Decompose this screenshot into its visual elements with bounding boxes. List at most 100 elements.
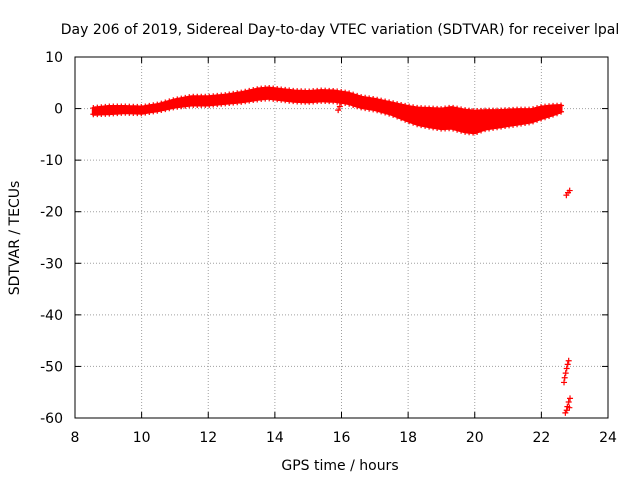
axis-ticks: 8 10 12 14 16 18 20 22 24 -60 -50 -40 -30 -20 -10 0 10 [40, 50, 617, 446]
tail-point [564, 361, 571, 368]
data-point [506, 122, 513, 129]
data-point [494, 124, 501, 131]
data-point [546, 112, 553, 119]
x-tick-label: 20 [466, 430, 484, 446]
y-tick-label: -20 [40, 205, 63, 221]
data-point [406, 118, 413, 125]
data-point [238, 89, 245, 96]
data-point [150, 108, 157, 115]
data-point [342, 99, 349, 106]
data-point [366, 95, 373, 102]
data-point [342, 89, 349, 96]
x-tick-label: 8 [71, 430, 80, 446]
data-point [370, 106, 377, 113]
data-point [470, 129, 477, 136]
data-point [350, 101, 357, 108]
data-point [170, 97, 177, 104]
data-point [374, 96, 381, 103]
data-point [334, 98, 341, 105]
y-tick-label: -50 [40, 359, 63, 375]
data-point [234, 90, 241, 97]
data-point [242, 98, 249, 105]
data-point [146, 109, 153, 116]
data-point [502, 123, 509, 130]
data-point [394, 113, 401, 120]
outlier-point [335, 107, 342, 114]
data-point [418, 122, 425, 129]
data-point [346, 100, 353, 107]
data-point [246, 97, 253, 104]
data-point [338, 89, 345, 96]
data-point [154, 101, 161, 108]
data-point [482, 126, 489, 133]
x-axis-label: GPS time / hours [281, 458, 398, 474]
y-tick-label: -10 [40, 153, 63, 169]
data-point [354, 92, 361, 99]
data-point [458, 106, 465, 113]
data-point [150, 102, 157, 109]
data-point [522, 119, 529, 126]
data-point [378, 97, 385, 104]
tail-point [567, 395, 574, 402]
data-point [358, 94, 365, 101]
data-point [154, 107, 161, 114]
x-tick-label: 24 [599, 430, 617, 446]
tail-point [562, 370, 569, 377]
data-point [158, 100, 165, 107]
x-tick-label: 16 [333, 430, 351, 446]
data-point [402, 102, 409, 109]
data-point [422, 122, 429, 129]
data-point [350, 91, 357, 98]
data-point [162, 106, 169, 113]
data-point [414, 121, 421, 128]
data-point [382, 98, 389, 105]
x-tick-label: 18 [399, 430, 417, 446]
data-point [450, 104, 457, 111]
data-point [142, 103, 149, 110]
data-point [454, 126, 461, 133]
data-point [514, 121, 521, 128]
data-point [454, 105, 461, 112]
data-point [162, 99, 169, 106]
data-point [394, 101, 401, 108]
y-tick-label: 0 [54, 102, 63, 118]
data-point [550, 111, 557, 118]
data-point [442, 105, 449, 112]
data-point [362, 105, 369, 112]
data-point [474, 128, 481, 135]
data-point [530, 118, 537, 125]
tail-point [566, 187, 573, 194]
data-point [178, 95, 185, 102]
data-point [250, 87, 257, 94]
y-axis-label: SDTVAR / TECUs [7, 181, 23, 296]
data-point [410, 104, 417, 111]
data-point [166, 105, 173, 112]
data-point [374, 107, 381, 114]
data-point [390, 111, 397, 118]
data-point [402, 116, 409, 123]
data-point [346, 90, 353, 97]
data-point [242, 88, 249, 95]
data-point [386, 110, 393, 117]
chart-title: Day 206 of 2019, Sidereal Day-to-day VTE… [61, 22, 619, 38]
data-points [90, 85, 574, 416]
data-point [366, 105, 373, 112]
data-point [534, 116, 541, 123]
data-point [142, 109, 149, 116]
data-point [434, 125, 441, 132]
y-tick-label: -30 [40, 256, 63, 272]
data-point [226, 91, 233, 98]
data-point [166, 98, 173, 105]
data-point [386, 99, 393, 106]
data-point [158, 106, 165, 113]
data-point [490, 124, 497, 131]
data-point [246, 87, 253, 94]
data-point [498, 123, 505, 130]
data-point [362, 94, 369, 101]
data-point [222, 92, 229, 99]
data-point [458, 127, 465, 134]
tail-point [565, 357, 572, 364]
data-point [174, 96, 181, 103]
data-point [558, 108, 565, 115]
